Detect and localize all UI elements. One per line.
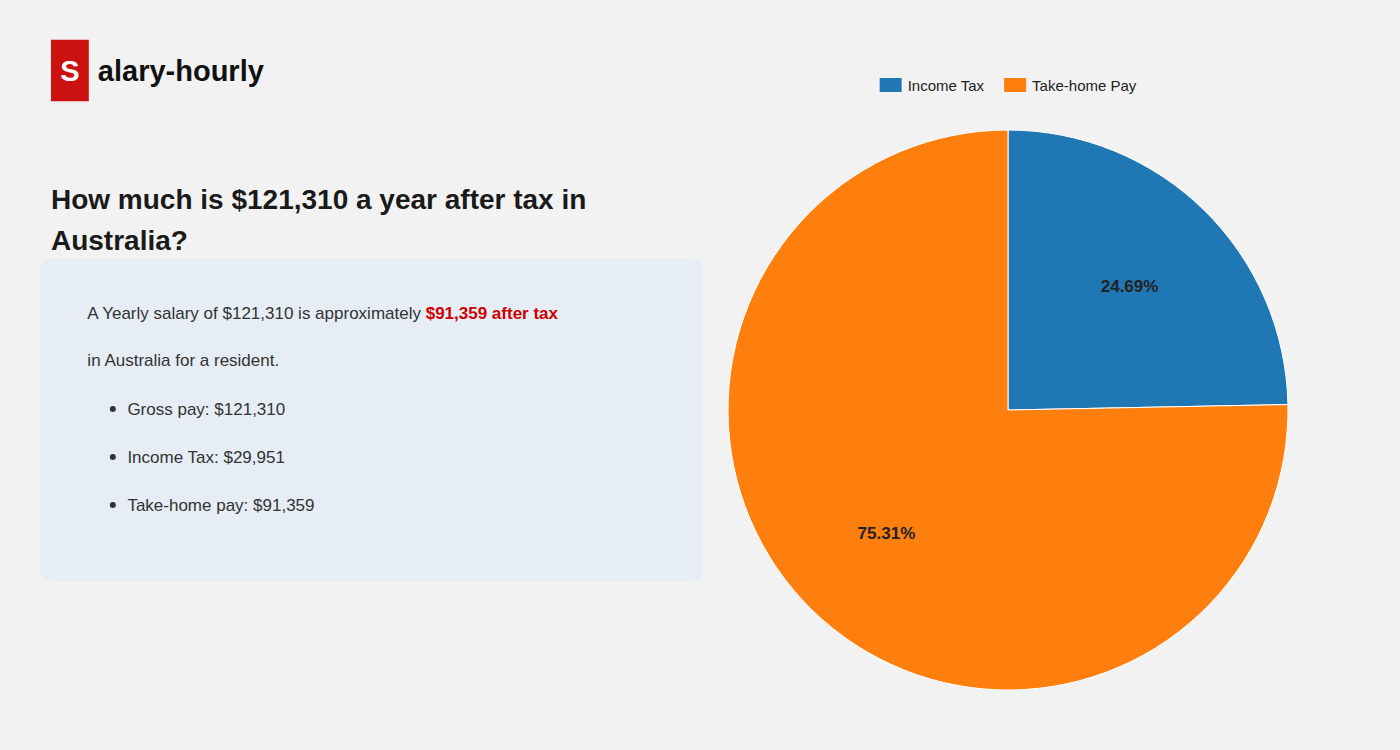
data-labels: 24.69% 75.31%: [858, 277, 1159, 544]
data-label: 75.31%: [858, 524, 916, 543]
pie-slice: [1008, 130, 1288, 410]
legend-swatch: [1004, 78, 1026, 92]
background: [0, 0, 1400, 750]
bullet-dot: [110, 454, 116, 460]
logo-box: [51, 40, 89, 102]
pie-slice: [728, 130, 1288, 690]
bullet-text: Gross pay: $121,310: [127, 400, 285, 419]
chart: Salary-hourly How much is $121,310 a year…: [0, 0, 1400, 750]
title-line: Australia?: [51, 225, 188, 256]
bullet-dot: [110, 406, 116, 412]
title: How much is $121,310 a year after tax in…: [51, 184, 586, 256]
info-highlight: $91,359 after tax: [426, 304, 559, 323]
legend-item: Take-home Pay: [1004, 77, 1137, 94]
bullet-text: Take-home pay: $91,359: [127, 496, 314, 515]
legend-label: Take-home Pay: [1032, 77, 1137, 94]
text-panel: Salary-hourly How much is $121,310 a year…: [40, 40, 702, 581]
legend-swatch: [880, 78, 902, 92]
legend-label: Income Tax: [908, 77, 985, 94]
data-label: 24.69%: [1101, 277, 1159, 296]
title-line: How much is $121,310 a year after tax in: [51, 184, 586, 215]
info-text: A Yearly salary of $121,310 is approxima…: [87, 304, 425, 323]
slices: [728, 130, 1288, 690]
bullet-dot: [110, 502, 116, 508]
info-line: in Australia for a resident.: [87, 351, 279, 370]
legend-item: Income Tax: [880, 77, 985, 94]
logo-letter: S: [60, 55, 79, 87]
pie: 24.69% 75.31%: [728, 130, 1288, 690]
legend: Income Tax Take-home Pay: [880, 77, 1137, 94]
info-line: A Yearly salary of $121,310 is approxima…: [87, 304, 558, 323]
logo-text: alary-hourly: [98, 55, 264, 87]
info-box: [40, 259, 702, 581]
bullet-text: Income Tax: $29,951: [127, 448, 285, 467]
